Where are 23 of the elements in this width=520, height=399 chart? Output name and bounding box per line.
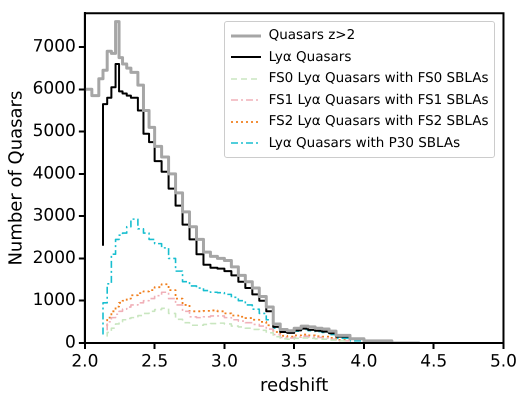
x-tick-label: 4.0: [350, 352, 378, 372]
y-tick-label: 5000: [32, 121, 76, 142]
x-tick-label: 3.0: [210, 352, 238, 372]
x-tick-label: 2.5: [141, 352, 168, 372]
x-tick-label: 2.0: [71, 352, 98, 372]
legend-label: FS2 Lyα Quasars with FS2 SBLAs: [268, 112, 488, 132]
y-tick-label: 0: [65, 332, 76, 352]
legend-label: Lyα Quasars with P30 SBLAs: [268, 134, 460, 153]
y-tick-label: 6000: [32, 78, 76, 99]
y-tick-label: 2000: [32, 248, 76, 268]
y-tick-label: 3000: [32, 206, 76, 226]
legend-label: Quasars z>2: [268, 26, 356, 46]
x-axis-title: redshift: [260, 374, 328, 396]
x-tick-label: 5.0: [490, 352, 518, 372]
legend-label: FS1 Lyα Quasars with FS1 SBLAs: [268, 90, 488, 110]
x-tick-label: 3.5: [280, 352, 308, 372]
y-tick-label: 1000: [32, 290, 76, 310]
y-tick-label: 7000: [32, 36, 76, 56]
legend-label: Lyα Quasars: [268, 48, 352, 67]
y-tick-label: 4000: [32, 163, 76, 184]
y-axis-title: Number of Quasars: [5, 90, 26, 266]
x-tick-label: 4.5: [420, 352, 448, 372]
legend-label: FS0 Lyα Quasars with FS0 SBLAs: [268, 69, 488, 88]
